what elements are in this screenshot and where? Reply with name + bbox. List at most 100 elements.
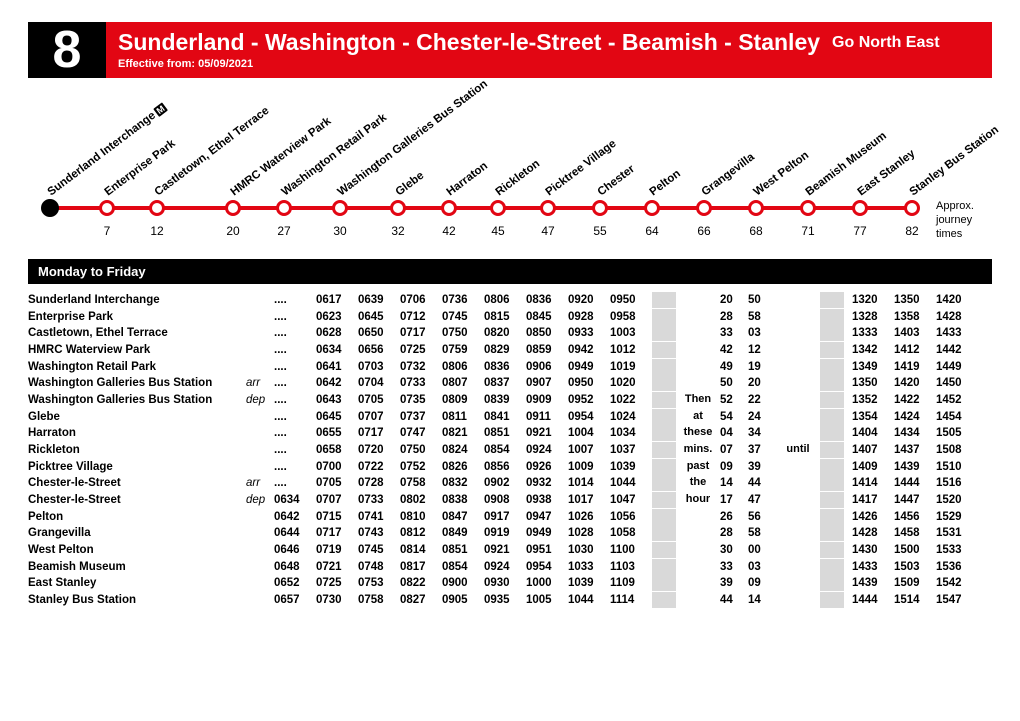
time-cell: 1114 [610, 592, 652, 609]
stop-journey-time: 64 [645, 224, 658, 238]
time-cell: 0656 [358, 342, 400, 359]
time-cell: 0952 [568, 392, 610, 409]
row-stop-name: East Stanley [28, 575, 246, 592]
time-cell: 0747 [400, 425, 442, 442]
time-cell: 0745 [442, 309, 484, 326]
time-cell: 1017 [568, 492, 610, 509]
time-cell: 1100 [610, 542, 652, 559]
time-cell: 1444 [894, 475, 936, 492]
time-cell: 0652 [274, 575, 316, 592]
stop-label: Harraton [445, 160, 491, 198]
time-cell: 0849 [442, 525, 484, 542]
time-cell: 1039 [568, 575, 610, 592]
time-cell: 0817 [400, 559, 442, 576]
time-cell: 1458 [894, 525, 936, 542]
time-cell: .... [274, 475, 316, 492]
pattern-min: 20 [748, 375, 776, 392]
time-cell: 1509 [894, 575, 936, 592]
stop-journey-time: 32 [391, 224, 404, 238]
pattern-note [676, 542, 720, 559]
time-cell: 0845 [526, 309, 568, 326]
table-row: Chester-le-Streetdep06340707073308020838… [28, 492, 992, 509]
stop-dot [149, 200, 165, 216]
until-label [776, 359, 820, 376]
stop-dot [332, 200, 348, 216]
time-cell: 0920 [568, 292, 610, 309]
grey-gap [652, 509, 676, 525]
time-cell: 0704 [358, 375, 400, 392]
time-cell: 0824 [442, 442, 484, 459]
pattern-min: 03 [748, 325, 776, 342]
time-cell: 0847 [442, 509, 484, 526]
grey-gap [652, 525, 676, 541]
table-row: Chester-le-Streetarr....0705072807580832… [28, 475, 992, 492]
time-cell: 0737 [400, 409, 442, 426]
pattern-min: 24 [748, 409, 776, 426]
time-cell: 0705 [316, 475, 358, 492]
pattern-min: 44 [720, 592, 748, 609]
grey-gap [652, 475, 676, 491]
time-cell: 0958 [610, 309, 652, 326]
time-cell: 0933 [568, 325, 610, 342]
time-cell: 1531 [936, 525, 978, 542]
time-cell: 0802 [400, 492, 442, 509]
pattern-min: 44 [748, 475, 776, 492]
time-cell: 0736 [442, 292, 484, 309]
pattern-min: 47 [748, 492, 776, 509]
time-cell: .... [274, 309, 316, 326]
pattern-note [676, 342, 720, 359]
pattern-min: 33 [720, 325, 748, 342]
grey-gap [820, 492, 844, 508]
stop-label: Glebe [394, 170, 427, 199]
stop-dot [696, 200, 712, 216]
time-cell: 0902 [484, 475, 526, 492]
stop-dot [592, 200, 608, 216]
time-cell: .... [274, 325, 316, 342]
pattern-note: these [676, 425, 720, 442]
route-line [50, 206, 912, 210]
row-qualifier [246, 292, 274, 309]
time-cell: .... [274, 342, 316, 359]
time-cell: 1047 [610, 492, 652, 509]
time-cell: 0707 [316, 492, 358, 509]
time-cell: 0717 [400, 325, 442, 342]
time-cell: 0810 [400, 509, 442, 526]
time-cell: 1005 [526, 592, 568, 609]
stop-label: Rickleton [494, 158, 543, 199]
stop-journey-time: 12 [150, 224, 163, 238]
grey-gap [652, 375, 676, 391]
stop-dot [904, 200, 920, 216]
time-cell: 0949 [568, 359, 610, 376]
metro-icon: M [153, 102, 168, 117]
time-cell: 0758 [400, 475, 442, 492]
time-cell: 1407 [852, 442, 894, 459]
time-cell: 0644 [274, 525, 316, 542]
grey-gap [820, 392, 844, 408]
time-cell: 1452 [936, 392, 978, 409]
time-cell: 1542 [936, 575, 978, 592]
time-cell: 0954 [568, 409, 610, 426]
time-cell: 1414 [852, 475, 894, 492]
pattern-min: 58 [748, 309, 776, 326]
grey-gap [820, 292, 844, 308]
time-cell: 1039 [610, 459, 652, 476]
until-label [776, 542, 820, 559]
route-number: 8 [28, 22, 106, 78]
time-cell: 0733 [358, 492, 400, 509]
pattern-min: 09 [720, 459, 748, 476]
pattern-note: past [676, 459, 720, 476]
time-cell: 1533 [936, 542, 978, 559]
time-cell: 1409 [852, 459, 894, 476]
time-cell: 0719 [316, 542, 358, 559]
time-cell: 0928 [568, 309, 610, 326]
stop-dot [852, 200, 868, 216]
time-cell: 0725 [400, 342, 442, 359]
grey-gap [820, 342, 844, 358]
pattern-min: 28 [720, 525, 748, 542]
pattern-min: 39 [748, 459, 776, 476]
until-label [776, 342, 820, 359]
approx-label: journey times [936, 214, 972, 240]
pattern-min: 00 [748, 542, 776, 559]
time-cell: 1033 [568, 559, 610, 576]
time-cell: 0930 [484, 575, 526, 592]
